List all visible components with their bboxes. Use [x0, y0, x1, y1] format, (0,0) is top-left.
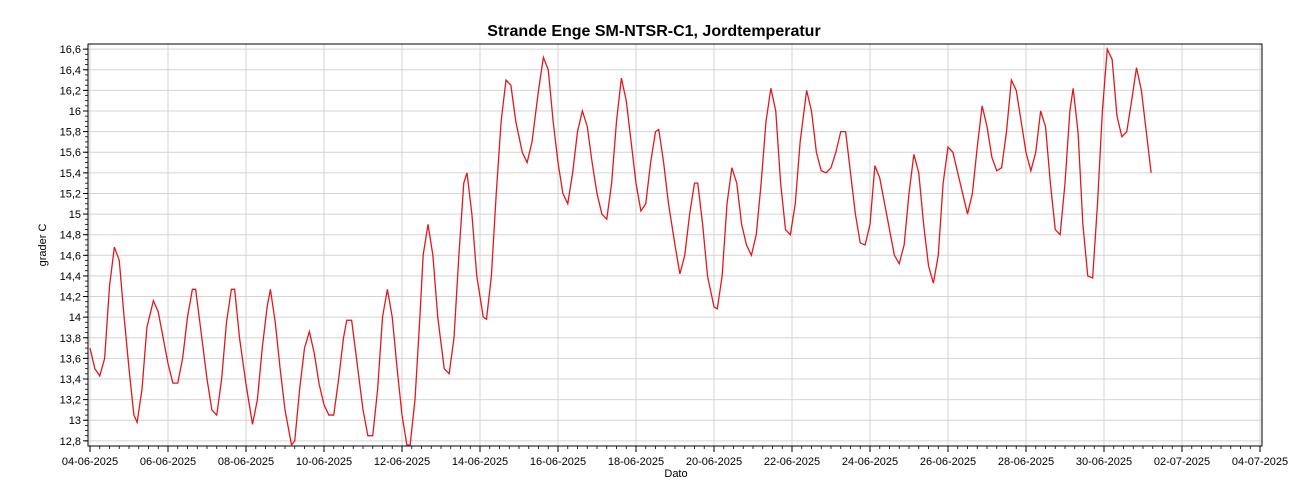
x-tick-label: 12-06-2025 — [374, 456, 430, 468]
y-tick-label: 15 — [69, 209, 81, 221]
y-tick-label: 16 — [69, 106, 81, 118]
x-axis: 04-06-2025 06-06-2025 08-06-2025 10-06-2025… — [62, 446, 1288, 468]
y-tick-label: 14,4 — [60, 271, 81, 283]
x-tick-label: 06-06-2025 — [140, 456, 196, 468]
y-tick-label: 15,4 — [60, 168, 81, 180]
x-tick-label: 04-06-2025 — [62, 456, 118, 468]
y-tick-label: 13,2 — [60, 395, 81, 407]
x-tick-label: 24-06-2025 — [842, 456, 898, 468]
y-tick-label: 14 — [69, 312, 81, 324]
y-tick-label: 16,6 — [60, 44, 81, 56]
x-tick-label: 28-06-2025 — [998, 456, 1054, 468]
y-tick-label: 15,8 — [60, 127, 81, 139]
y-tick-label: 16,4 — [60, 65, 81, 77]
y-tick-label: 15,6 — [60, 147, 81, 159]
x-tick-label: 26-06-2025 — [920, 456, 976, 468]
x-tick-label: 14-06-2025 — [452, 456, 508, 468]
x-tick-label: 20-06-2025 — [686, 456, 742, 468]
x-tick-label: 16-06-2025 — [530, 456, 586, 468]
y-tick-label: 13,4 — [60, 374, 81, 386]
series-line — [89, 46, 1152, 447]
x-tick-label: 30-06-2025 — [1076, 456, 1132, 468]
y-tick-label: 14,6 — [60, 250, 81, 262]
x-tick-label: 10-06-2025 — [296, 456, 352, 468]
y-tick-label: 14,2 — [60, 292, 81, 304]
x-tick-label: 04-07-2025 — [1232, 456, 1288, 468]
y-tick-label: 16,2 — [60, 85, 81, 97]
x-axis-label: Dato — [664, 468, 687, 480]
chart-title: Strande Enge SM-NTSR-C1, Jordtemperatur — [487, 23, 820, 40]
y-tick-label: 15,2 — [60, 188, 81, 200]
x-tick-label: 02-07-2025 — [1154, 456, 1210, 468]
y-tick-label: 13 — [69, 415, 81, 427]
y-axis: 12,8 13 13,2 13,4 13,6 13,8 14 14,2 14,4 14,6 14,8… — [60, 44, 88, 448]
x-tick-label: 08-06-2025 — [218, 456, 274, 468]
x-tick-label: 18-06-2025 — [608, 456, 664, 468]
y-tick-label: 13,8 — [60, 333, 81, 345]
y-tick-label: 13,6 — [60, 353, 81, 365]
y-axis-label: grader C — [37, 224, 49, 267]
y-tick-label: 12,8 — [60, 436, 81, 448]
y-tick-label: 14,8 — [60, 230, 81, 242]
x-tick-label: 22-06-2025 — [764, 456, 820, 468]
